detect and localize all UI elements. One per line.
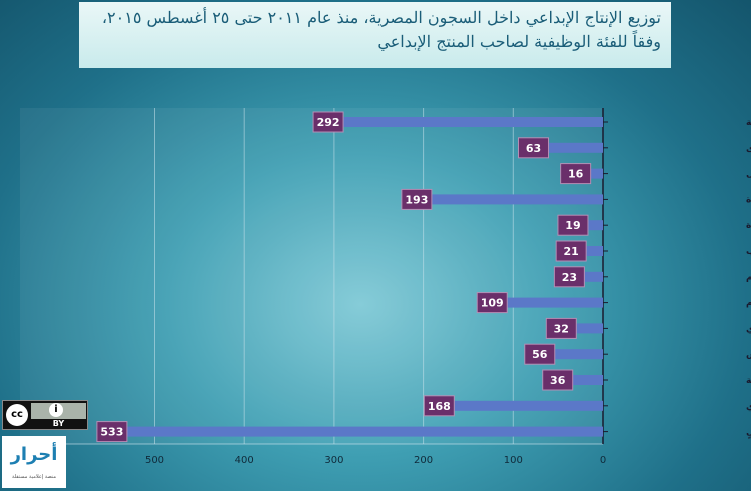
value-label-box (555, 240, 587, 262)
ahrar-logo: أحرار منصة إعلامية مستقلة (2, 436, 66, 488)
value-label: 36 (550, 374, 566, 387)
x-tick-label: 100 (504, 455, 523, 466)
x-tick-label: 0 (600, 455, 606, 466)
value-label-box (524, 343, 556, 365)
x-tick-label: 500 (145, 455, 164, 466)
value-label-box (517, 137, 549, 159)
value-label-box (401, 188, 433, 210)
category-label: أعمال حرة (746, 193, 751, 205)
category-label: ربة منزل (746, 170, 751, 180)
value-label: 533 (100, 426, 123, 439)
value-label-box (96, 421, 128, 443)
category-label: مجال الصحافة والإعلام (746, 299, 751, 309)
value-label: 109 (481, 297, 504, 310)
value-label-box (553, 266, 585, 288)
by-label: BY (52, 419, 65, 428)
chart-title: توزيع الإنتاج الإبداعي داخل السجون المصر… (79, 2, 671, 68)
category-label: أخرى (746, 142, 751, 154)
category-label: مدرس بالتعليم الأساسي أو الثانوي (746, 322, 751, 334)
x-tick-label: 300 (324, 455, 343, 466)
bar (505, 297, 603, 308)
x-tick-label: 400 (235, 455, 254, 466)
value-label-box (312, 111, 344, 133)
category-label: طالب ثانوي (746, 402, 751, 412)
value-label-box (557, 214, 589, 236)
value-label: 193 (405, 193, 428, 206)
value-label: 19 (565, 219, 580, 232)
category-label: مجال المحاماة (746, 221, 751, 231)
bar (546, 142, 603, 153)
value-label-box (542, 369, 574, 391)
bar (124, 426, 604, 437)
value-label: 56 (532, 348, 548, 361)
bar (574, 323, 603, 334)
value-label-box (560, 163, 592, 185)
creative-commons-badge[interactable]: cc i BY (2, 400, 88, 430)
bar (452, 400, 603, 411)
bar (570, 375, 603, 385)
plot-area (20, 108, 603, 444)
x-tick-label: 200 (414, 455, 433, 466)
bar (341, 117, 603, 127)
category-label: مجال الصحافة والإعلام (746, 273, 751, 283)
value-label-box (545, 317, 577, 339)
value-label: 292 (317, 116, 340, 129)
attribution-icon: i (49, 403, 63, 417)
bar (429, 194, 603, 205)
bar (588, 168, 603, 179)
value-label: 21 (564, 245, 579, 258)
category-label: غير محدد المهنة (746, 118, 751, 128)
value-label-box (423, 395, 455, 417)
category-label: مجال الطب (746, 247, 751, 257)
category-label: عضو هيئة تدريس (746, 350, 751, 360)
bar (584, 246, 603, 256)
value-label: 168 (428, 400, 451, 413)
value-label: 63 (526, 142, 541, 155)
bar (552, 349, 603, 360)
bar (582, 271, 603, 282)
category-label: طالب غير محدد المرحلة التعليمية (746, 376, 751, 386)
bar (585, 220, 603, 231)
logo-text: أحرار (10, 444, 58, 465)
value-label-box (476, 292, 508, 314)
value-label: 23 (562, 271, 577, 284)
cc-icon: cc (6, 404, 28, 426)
value-label: 16 (568, 168, 584, 181)
logo-subtitle: منصة إعلامية مستقلة (11, 474, 57, 480)
value-label: 32 (554, 322, 569, 335)
category-label: طالب تعليم عالٍ (746, 428, 751, 440)
